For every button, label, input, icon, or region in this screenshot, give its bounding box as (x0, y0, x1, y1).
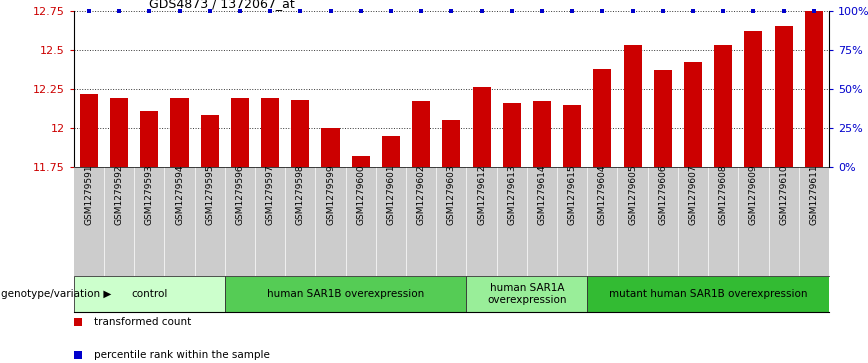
Bar (74, 276, 225, 312)
Bar (110, 98, 128, 167)
Bar (412, 101, 431, 167)
Text: transformed count: transformed count (94, 317, 191, 327)
Bar (774, 26, 792, 167)
Bar (745, 31, 762, 167)
Bar (805, 11, 823, 167)
Bar (352, 156, 370, 167)
Bar (382, 136, 400, 167)
Text: mutant human SAR1B overexpression: mutant human SAR1B overexpression (608, 289, 807, 299)
Bar (714, 45, 733, 167)
Bar (503, 103, 521, 167)
Bar (231, 98, 249, 167)
Bar (684, 62, 702, 167)
Text: percentile rank within the sample: percentile rank within the sample (94, 350, 270, 360)
Bar (594, 69, 611, 167)
Text: GDS4873 / 1372067_at: GDS4873 / 1372067_at (149, 0, 295, 10)
Bar (472, 87, 490, 167)
Text: human SAR1A
overexpression: human SAR1A overexpression (487, 283, 567, 305)
Bar (261, 98, 279, 167)
Text: human SAR1B overexpression: human SAR1B overexpression (267, 289, 424, 299)
Bar (80, 94, 98, 167)
Text: control: control (131, 289, 168, 299)
Bar (201, 115, 219, 167)
Bar (563, 105, 582, 167)
Bar (292, 100, 309, 167)
Bar (623, 45, 641, 167)
Bar (466, 276, 588, 312)
Bar (533, 101, 551, 167)
Bar (443, 120, 460, 167)
Bar (225, 276, 466, 312)
Bar (170, 98, 188, 167)
Bar (654, 70, 672, 167)
Text: genotype/variation ▶: genotype/variation ▶ (1, 289, 111, 299)
Bar (321, 128, 339, 167)
Bar (141, 111, 158, 167)
Bar (588, 276, 829, 312)
